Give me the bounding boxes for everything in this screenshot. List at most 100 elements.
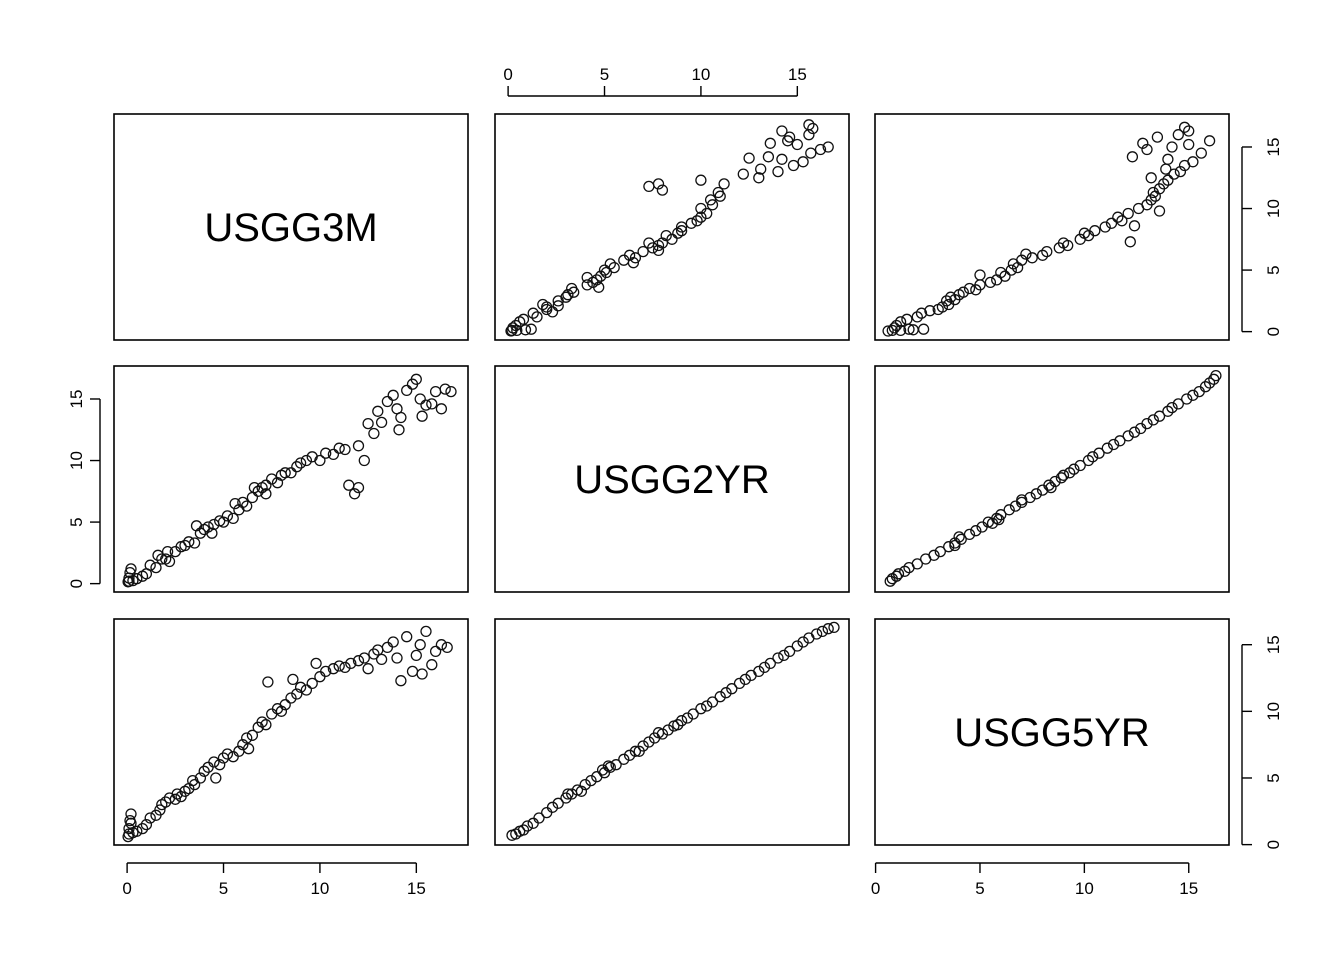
data-point-usgg3m-vs-usgg5yr — [984, 276, 997, 289]
data-point-usgg2yr-vs-usgg3m — [285, 467, 297, 479]
data-point-usgg5yr-vs-usgg3m — [339, 661, 351, 674]
data-point-usgg3m-vs-usgg2yr — [510, 319, 522, 332]
data-point-usgg2yr-vs-usgg3m — [439, 383, 451, 395]
data-point-usgg2yr-vs-usgg3m — [248, 481, 261, 494]
data-point-usgg5yr-vs-usgg3m — [362, 663, 374, 675]
data-point-usgg5yr-vs-usgg2yr — [618, 753, 630, 765]
data-point-usgg2yr-vs-usgg3m — [393, 424, 405, 436]
data-point-usgg5yr-vs-usgg3m — [333, 660, 345, 672]
data-point-usgg3m-vs-usgg5yr — [949, 293, 961, 306]
data-point-usgg5yr-vs-usgg2yr — [720, 687, 732, 699]
data-point-usgg3m-vs-usgg2yr — [566, 282, 578, 295]
data-point-usgg3m-vs-usgg2yr — [527, 307, 539, 319]
data-point-usgg5yr-vs-usgg3m — [429, 645, 442, 658]
data-point-usgg5yr-vs-usgg2yr — [546, 801, 559, 813]
data-point-usgg3m-vs-usgg2yr — [643, 180, 655, 193]
data-point-usgg5yr-vs-usgg3m — [420, 625, 432, 638]
data-point-usgg2yr-vs-usgg3m — [183, 536, 195, 548]
data-point-usgg3m-vs-usgg2yr — [595, 270, 607, 282]
data-point-usgg5yr-vs-usgg2yr — [791, 640, 803, 652]
data-point-usgg5yr-vs-usgg3m — [358, 652, 370, 664]
data-point-usgg5yr-vs-usgg3m — [352, 655, 365, 667]
data-point-usgg2yr-vs-usgg5yr — [1210, 369, 1222, 382]
data-point-usgg2yr-vs-usgg3m — [202, 521, 214, 533]
data-point-usgg5yr-vs-usgg2yr — [733, 677, 746, 690]
data-point-usgg5yr-vs-usgg3m — [320, 665, 332, 678]
data-point-usgg2yr-vs-usgg3m — [362, 417, 374, 430]
data-point-usgg2yr-vs-usgg3m — [188, 537, 201, 549]
data-point-usgg3m-vs-usgg5yr — [974, 269, 986, 281]
data-point-usgg2yr-vs-usgg3m — [410, 373, 422, 385]
data-point-usgg2yr-vs-usgg3m — [375, 416, 388, 429]
data-point-usgg3m-vs-usgg2yr — [517, 313, 530, 325]
data-point-usgg5yr-vs-usgg3m — [187, 774, 199, 787]
data-point-usgg5yr-vs-usgg2yr — [753, 665, 765, 678]
data-point-usgg2yr-vs-usgg3m — [352, 481, 365, 494]
data-point-usgg3m-vs-usgg2yr — [562, 289, 574, 301]
data-point-usgg5yr-vs-usgg2yr — [579, 778, 591, 791]
data-point-usgg3m-vs-usgg5yr — [890, 319, 903, 332]
data-point-usgg5yr-vs-usgg2yr — [585, 774, 597, 787]
data-point-usgg3m-vs-usgg5yr — [1005, 264, 1017, 276]
data-point-usgg2yr-vs-usgg5yr — [970, 525, 982, 537]
data-point-usgg5yr-vs-usgg2yr — [596, 764, 609, 776]
data-point-usgg3m-vs-usgg2yr — [704, 194, 717, 206]
data-point-usgg3m-vs-usgg5yr — [1183, 125, 1195, 137]
data-point-usgg5yr-vs-usgg2yr — [816, 625, 829, 638]
data-point-usgg3m-vs-usgg2yr — [753, 172, 765, 184]
data-point-usgg3m-vs-usgg2yr — [764, 137, 776, 149]
data-point-usgg3m-vs-usgg5yr — [1162, 174, 1174, 186]
variable-label-usgg2yr: USGG2YR — [574, 458, 770, 502]
data-point-usgg3m-vs-usgg5yr — [1128, 220, 1141, 232]
data-point-usgg3m-vs-usgg5yr — [882, 325, 894, 337]
data-point-usgg5yr-vs-usgg3m — [154, 804, 166, 816]
data-point-usgg2yr-vs-usgg5yr — [1166, 401, 1178, 414]
data-point-usgg2yr-vs-usgg3m — [127, 574, 139, 587]
data-point-usgg2yr-vs-usgg5yr — [1055, 472, 1068, 484]
data-point-usgg3m-vs-usgg5yr — [1172, 129, 1184, 141]
y-tick-label-usgg2yr: 0 — [67, 579, 86, 588]
data-point-usgg5yr-vs-usgg2yr — [533, 812, 545, 824]
data-point-usgg5yr-vs-usgg2yr — [764, 657, 776, 670]
data-point-usgg2yr-vs-usgg5yr — [1009, 500, 1022, 512]
data-point-usgg5yr-vs-usgg3m — [169, 793, 181, 805]
data-point-usgg3m-vs-usgg5yr — [1020, 248, 1032, 260]
data-point-usgg3m-vs-usgg5yr — [1153, 205, 1166, 217]
x-tick-label-usgg2yr: 10 — [691, 65, 710, 84]
data-point-usgg5yr-vs-usgg3m — [140, 818, 153, 831]
data-point-usgg2yr-vs-usgg3m — [395, 411, 407, 424]
data-point-usgg2yr-vs-usgg3m — [123, 575, 135, 587]
data-point-usgg3m-vs-usgg2yr — [797, 156, 809, 168]
data-point-usgg2yr-vs-usgg5yr — [934, 545, 946, 558]
data-point-usgg3m-vs-usgg2yr — [695, 174, 707, 186]
data-point-usgg3m-vs-usgg5yr — [901, 313, 913, 325]
data-point-usgg2yr-vs-usgg3m — [333, 442, 345, 454]
data-point-usgg3m-vs-usgg2yr — [695, 202, 707, 215]
data-point-usgg2yr-vs-usgg5yr — [911, 558, 923, 570]
data-point-usgg2yr-vs-usgg5yr — [1141, 417, 1153, 430]
data-point-usgg3m-vs-usgg2yr — [675, 225, 688, 237]
data-point-usgg2yr-vs-usgg5yr — [1187, 389, 1199, 401]
data-point-usgg5yr-vs-usgg3m — [391, 652, 403, 664]
data-point-usgg5yr-vs-usgg3m — [242, 743, 255, 755]
data-point-usgg2yr-vs-usgg5yr — [1114, 435, 1126, 447]
data-point-usgg5yr-vs-usgg3m — [275, 705, 288, 717]
data-point-usgg3m-vs-usgg5yr — [1078, 227, 1091, 239]
y-tick-label-usgg5yr: 10 — [1264, 702, 1283, 721]
data-point-usgg5yr-vs-usgg3m — [306, 677, 318, 690]
panel-usgg2yr-vs-usgg5yr — [874, 365, 1230, 593]
data-point-usgg2yr-vs-usgg3m — [241, 500, 253, 512]
data-point-usgg2yr-vs-usgg3m — [387, 389, 399, 401]
data-point-usgg2yr-vs-usgg3m — [320, 447, 332, 459]
data-point-usgg2yr-vs-usgg5yr — [1107, 438, 1120, 451]
data-point-usgg3m-vs-usgg2yr — [593, 281, 605, 293]
data-point-usgg3m-vs-usgg2yr — [803, 119, 815, 131]
data-point-usgg3m-vs-usgg5yr — [1116, 215, 1128, 227]
data-point-usgg5yr-vs-usgg3m — [241, 732, 253, 744]
data-point-usgg2yr-vs-usgg3m — [401, 384, 413, 397]
data-point-usgg5yr-vs-usgg2yr — [633, 745, 645, 757]
data-point-usgg5yr-vs-usgg2yr — [758, 661, 771, 674]
data-point-usgg3m-vs-usgg2yr — [560, 291, 572, 303]
data-point-usgg5yr-vs-usgg3m — [125, 817, 137, 829]
data-point-usgg3m-vs-usgg2yr — [718, 178, 730, 190]
